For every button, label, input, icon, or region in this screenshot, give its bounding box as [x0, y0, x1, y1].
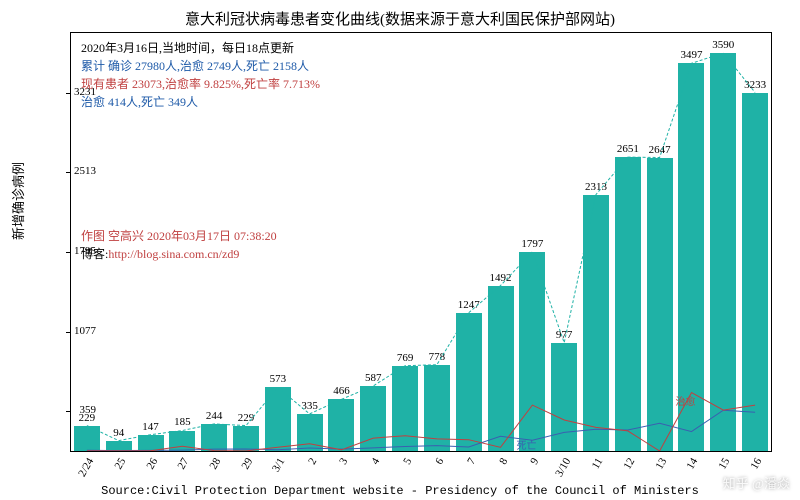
- chart-container: 意大利冠状病毒患者变化曲线(数据来源于意大利国民保护部网站) 新增确诊病例 35…: [0, 0, 800, 500]
- bar: [74, 426, 100, 451]
- bar-value-label: 587: [365, 372, 382, 384]
- x-tick-label: 3: [338, 456, 351, 467]
- bar: [328, 399, 354, 451]
- bar-value-label: 1492: [490, 272, 512, 284]
- bar: [742, 93, 768, 451]
- watermark: 知乎 @潘焱: [723, 473, 790, 492]
- credit-line1: 作图 空高兴 2020年03月17日 07:38:20: [81, 227, 277, 245]
- bar-value-label: 185: [174, 416, 191, 428]
- bar: [615, 157, 641, 451]
- bar: [233, 426, 259, 451]
- credit-url[interactable]: http://blog.sina.com.cn/zd9: [108, 247, 239, 261]
- bar-value-label: 3233: [744, 79, 766, 91]
- y-axis-label: 新增确诊病例: [8, 162, 27, 240]
- bar: [392, 366, 418, 451]
- bar-value-label: 147: [142, 421, 159, 433]
- bar: [265, 387, 291, 451]
- bar-value-label: 3497: [680, 49, 702, 61]
- x-tick-label: 14: [685, 456, 701, 472]
- chart-title: 意大利冠状病毒患者变化曲线(数据来源于意大利国民保护部网站): [0, 8, 800, 29]
- x-tick-label: 13: [653, 456, 669, 472]
- y-tick-mark: [66, 172, 71, 173]
- x-tick-label: 11: [590, 456, 606, 471]
- bar: [519, 252, 545, 451]
- info-box: 2020年3月16日,当地时间，每日18点更新 累计 确诊 27980人,治愈 …: [81, 39, 320, 111]
- x-tick-label: 7: [465, 456, 478, 467]
- bar: [360, 386, 386, 451]
- x-tick-label: 28: [208, 456, 224, 472]
- bar: [138, 435, 164, 451]
- bar: [456, 313, 482, 451]
- bar-value-label: 573: [270, 373, 287, 385]
- y-tick-mark: [66, 252, 71, 253]
- bar-value-label: 1797: [521, 238, 543, 250]
- bar: [169, 431, 195, 452]
- bar: [201, 424, 227, 451]
- info-line3: 现有患者 23073,治愈率 9.825%,死亡率 7.713%: [81, 75, 320, 93]
- bar-value-label: 94: [113, 427, 124, 439]
- y-tick-mark: [66, 332, 71, 333]
- bar-value-label: 2313: [585, 181, 607, 193]
- bar: [710, 53, 736, 451]
- bar-value-label: 2651: [617, 143, 639, 155]
- bar-value-label: 769: [397, 352, 414, 364]
- x-tick-label: 16: [749, 456, 765, 472]
- x-tick-label: 25: [112, 456, 128, 472]
- bar: [106, 441, 132, 451]
- cured-label: 治愈: [676, 393, 696, 408]
- source-text: Source:Civil Protection Department websi…: [0, 484, 800, 498]
- info-line2: 累计 确诊 27980人,治愈 2749人,死亡 2158人: [81, 57, 320, 75]
- bar-value-label: 229: [238, 412, 255, 424]
- bar: [583, 195, 609, 451]
- x-tick-label: 29: [240, 456, 256, 472]
- credit-prefix: 博客:: [81, 247, 108, 261]
- plot-area: 2020年3月16日,当地时间，每日18点更新 累计 确诊 27980人,治愈 …: [70, 32, 772, 452]
- death-label: 死亡: [516, 437, 536, 452]
- info-line1: 2020年3月16日,当地时间，每日18点更新: [81, 39, 320, 57]
- bar-value-label: 335: [301, 400, 318, 412]
- credit-line2: 博客:http://blog.sina.com.cn/zd9: [81, 245, 277, 263]
- bar-value-label: 1247: [458, 299, 480, 311]
- bar-value-label: 2647: [649, 144, 671, 156]
- x-tick-label: 26: [144, 456, 160, 472]
- bar: [551, 343, 577, 451]
- x-tick-label: 5: [401, 456, 414, 467]
- bar-value-label: 244: [206, 410, 223, 422]
- bar: [297, 414, 323, 451]
- credit-box: 作图 空高兴 2020年03月17日 07:38:20 博客:http://bl…: [81, 227, 277, 263]
- x-tick-label: 12: [621, 456, 637, 472]
- x-tick-label: 3/10: [553, 456, 573, 479]
- x-tick-label: 15: [717, 456, 733, 472]
- x-tick-label: 4: [370, 456, 383, 467]
- bar-value-label: 977: [556, 329, 573, 341]
- x-tick-label: 6: [433, 456, 446, 467]
- x-tick-label: 8: [497, 456, 510, 467]
- x-tick-label: 27: [176, 456, 192, 472]
- bar-value-label: 229: [79, 412, 96, 424]
- bar: [488, 286, 514, 451]
- info-line4: 治愈 414人,死亡 349人: [81, 93, 320, 111]
- x-tick-label: 2/24: [76, 456, 96, 479]
- x-tick-label: 2: [306, 456, 319, 467]
- x-tick-label: 9: [529, 456, 542, 467]
- bar-value-label: 466: [333, 385, 350, 397]
- y-tick-mark: [66, 93, 71, 94]
- x-tick-label: 3/1: [270, 456, 287, 474]
- bar: [424, 365, 450, 451]
- bar-value-label: 778: [429, 351, 446, 363]
- y-tick-mark: [66, 411, 71, 412]
- bar: [647, 158, 673, 451]
- bar-value-label: 3590: [712, 39, 734, 51]
